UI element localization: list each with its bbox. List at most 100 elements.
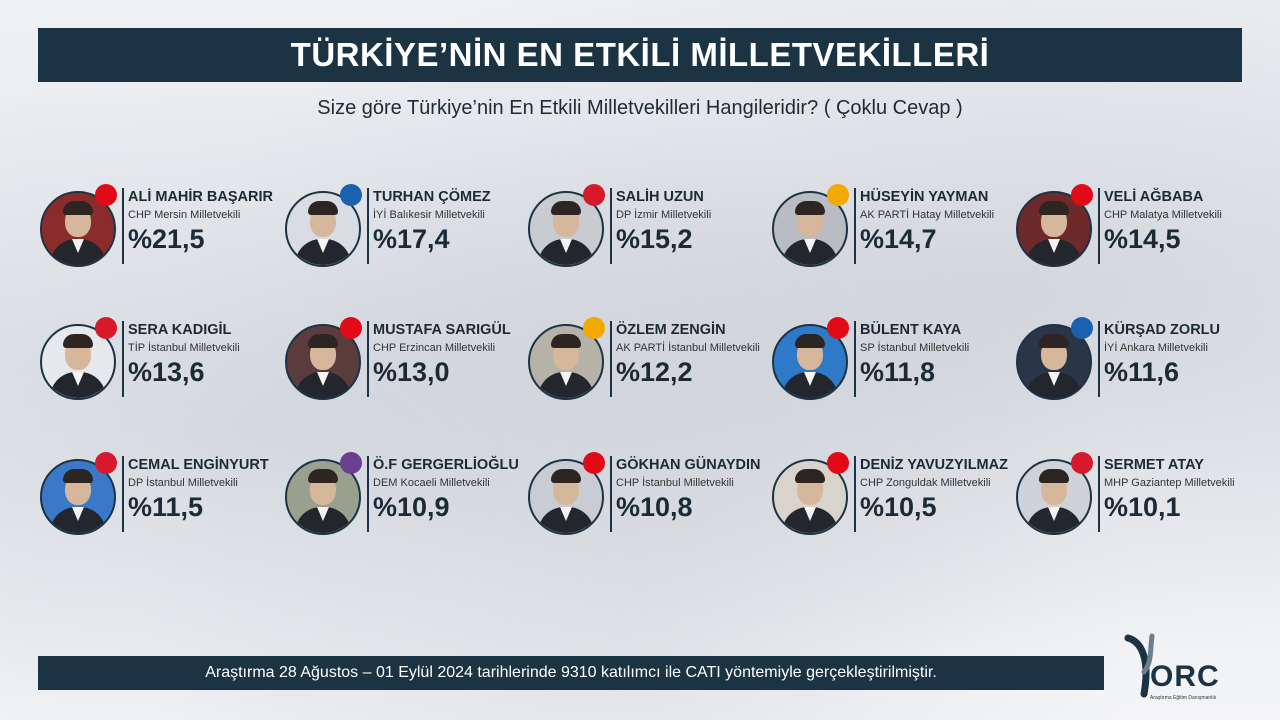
mp-photo-hair	[551, 201, 581, 215]
mp-photo-hair	[795, 201, 825, 215]
mp-name: VELİ AĞBABA	[1104, 189, 1204, 205]
mp-photo-hair	[551, 334, 581, 348]
mp-photo	[285, 459, 361, 535]
mp-photo-hair	[795, 469, 825, 483]
mp-photo-hair	[308, 469, 338, 483]
card-divider	[610, 321, 612, 397]
mp-name: ÖZLEM ZENGİN	[616, 322, 726, 338]
party-logo-icon	[583, 452, 605, 474]
mp-photo-hair	[63, 469, 93, 483]
orc-logo-mark	[1124, 633, 1155, 698]
mp-role: SP İstanbul Milletvekili	[860, 342, 970, 354]
title-bar: TÜRKİYE’NİN EN ETKİLİ MİLLETVEKİLLERİ	[38, 28, 1242, 82]
ranking-row: ALİ MAHİR BAŞARIR CHP Mersin Milletvekil…	[0, 184, 1280, 268]
mp-photo-hair	[795, 334, 825, 348]
mp-percentage: %14,5	[1104, 224, 1181, 254]
party-logo-icon	[827, 452, 849, 474]
mp-card: SERMET ATAY MHP Gaziantep Milletvekili %…	[1016, 452, 1256, 536]
orc-logo-text: ORC	[1150, 660, 1220, 693]
mp-photo-hair	[308, 334, 338, 348]
party-logo-icon	[95, 452, 117, 474]
mp-name: CEMAL ENGİNYURT	[128, 457, 269, 473]
card-divider	[1098, 321, 1100, 397]
mp-card: GÖKHAN GÜNAYDIN CHP İstanbul Milletvekil…	[528, 452, 768, 536]
card-divider	[1098, 456, 1100, 532]
mp-percentage: %11,6	[1104, 357, 1180, 387]
party-logo-icon	[95, 317, 117, 339]
mp-percentage: %12,2	[616, 357, 693, 387]
mp-card: SERA KADIGİL TİP İstanbul Milletvekili %…	[40, 317, 280, 401]
card-divider	[854, 456, 856, 532]
mp-card: KÜRŞAD ZORLU İYİ Ankara Milletvekili %11…	[1016, 317, 1256, 401]
mp-card: CEMAL ENGİNYURT DP İstanbul Milletvekili…	[40, 452, 280, 536]
party-logo-icon	[1071, 317, 1093, 339]
mp-photo-hair	[63, 334, 93, 348]
mp-percentage: %15,2	[616, 224, 693, 254]
mp-role: AK PARTİ Hatay Milletvekili	[860, 209, 995, 221]
mp-percentage: %10,5	[860, 492, 937, 522]
mp-name: DENİZ YAVUZYILMAZ	[860, 457, 1008, 473]
mp-percentage: %17,4	[373, 224, 450, 254]
party-logo-icon	[827, 184, 849, 206]
card-divider	[367, 321, 369, 397]
mp-name: GÖKHAN GÜNAYDIN	[616, 457, 761, 473]
ranking-row: CEMAL ENGİNYURT DP İstanbul Milletvekili…	[0, 452, 1280, 536]
mp-role: TİP İstanbul Milletvekili	[128, 342, 240, 354]
party-logo-icon	[1071, 452, 1093, 474]
mp-card: ALİ MAHİR BAŞARIR CHP Mersin Milletvekil…	[40, 184, 280, 268]
mp-card: SALİH UZUN DP İzmir Milletvekili %15,2	[528, 184, 768, 268]
mp-name: MUSTAFA SARIGÜL	[373, 322, 511, 338]
party-logo-icon	[340, 184, 362, 206]
mp-name: HÜSEYİN YAYMAN	[860, 189, 989, 205]
mp-card: TURHAN ÇÖMEZ İYİ Balıkesir Milletvekili …	[285, 184, 525, 268]
mp-percentage: %11,8	[860, 357, 936, 387]
mp-card: VELİ AĞBABA CHP Malatya Milletvekili %14…	[1016, 184, 1256, 268]
card-divider	[122, 321, 124, 397]
mp-name: KÜRŞAD ZORLU	[1104, 322, 1220, 338]
mp-role: CHP Mersin Milletvekili	[128, 209, 241, 221]
mp-role: AK PARTİ İstanbul Milletvekili	[616, 342, 760, 354]
mp-photo-hair	[551, 469, 581, 483]
mp-role: MHP Gaziantep Milletvekili	[1104, 477, 1235, 489]
card-divider	[367, 456, 369, 532]
mp-percentage: %21,5	[128, 224, 205, 254]
footer-bar: Araştırma 28 Ağustos – 01 Eylül 2024 tar…	[38, 656, 1104, 690]
party-logo-icon	[827, 317, 849, 339]
mp-card: BÜLENT KAYA SP İstanbul Milletvekili %11…	[772, 317, 1012, 401]
mp-role: DP İstanbul Milletvekili	[128, 477, 238, 489]
party-logo-icon	[583, 184, 605, 206]
party-logo-icon	[95, 184, 117, 206]
mp-role: İYİ Balıkesir Milletvekili	[373, 209, 485, 221]
mp-name: BÜLENT KAYA	[860, 322, 962, 338]
mp-role: DEM Kocaeli Milletvekili	[373, 477, 490, 489]
mp-photo-hair	[1039, 334, 1069, 348]
orc-logo-tagline: Araştırma Eğitim Danışmanlık	[1150, 695, 1217, 701]
party-logo-icon	[583, 317, 605, 339]
footer-note: Araştırma 28 Ağustos – 01 Eylül 2024 tar…	[205, 664, 937, 681]
mp-photo-hair	[63, 201, 93, 215]
mp-role: CHP Erzincan Milletvekili	[373, 342, 496, 354]
mp-photo	[528, 324, 604, 400]
mp-percentage: %13,0	[373, 357, 450, 387]
mp-percentage: %14,7	[860, 224, 937, 254]
mp-percentage: %10,9	[373, 492, 450, 522]
mp-name: SERA KADIGİL	[128, 322, 232, 338]
mp-role: İYİ Ankara Milletvekili	[1104, 342, 1208, 354]
mp-photo-hair	[1039, 469, 1069, 483]
mp-photo-hair	[1039, 201, 1069, 215]
mp-card: DENİZ YAVUZYILMAZ CHP Zonguldak Milletve…	[772, 452, 1012, 536]
party-logo-icon	[340, 452, 362, 474]
mp-card: MUSTAFA SARIGÜL CHP Erzincan Milletvekil…	[285, 317, 525, 401]
mp-name: Ö.F GERGERLİOĞLU	[373, 457, 519, 473]
mp-role: CHP Zonguldak Milletvekili	[860, 477, 991, 489]
mp-name: SALİH UZUN	[616, 189, 704, 205]
card-divider	[1098, 188, 1100, 264]
mp-role: DP İzmir Milletvekili	[616, 209, 712, 221]
card-divider	[854, 188, 856, 264]
mp-percentage: %10,8	[616, 492, 693, 522]
mp-photo	[772, 324, 848, 400]
mp-photo-hair	[308, 201, 338, 215]
party-logo-icon	[340, 317, 362, 339]
card-divider	[610, 456, 612, 532]
card-divider	[122, 188, 124, 264]
